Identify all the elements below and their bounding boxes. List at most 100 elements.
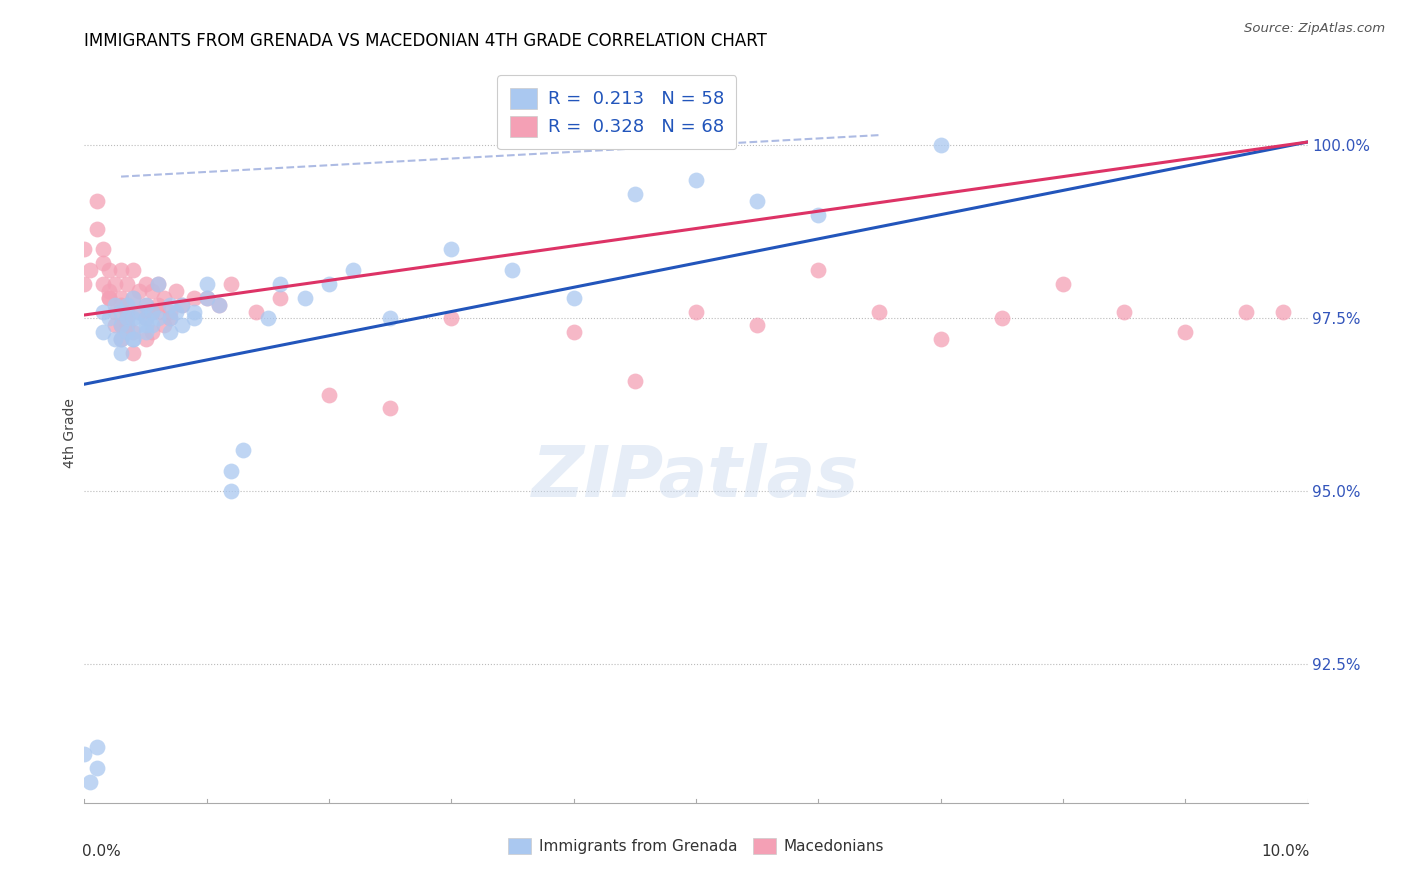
Point (1236, 304, 1258, 318)
Point (104, 318, 127, 333)
Point (257, 311, 280, 326)
Point (115, 311, 138, 326)
Point (195, 291, 218, 305)
Point (97, 291, 120, 305)
Point (195, 277, 218, 291)
Point (110, 332, 132, 346)
Point (135, 318, 157, 333)
Point (624, 186, 647, 201)
Point (135, 326, 157, 340)
Text: IMMIGRANTS FROM GRENADA VS MACEDONIAN 4TH GRADE CORRELATION CHART: IMMIGRANTS FROM GRENADA VS MACEDONIAN 4T… (84, 32, 768, 50)
Point (122, 326, 145, 340)
Point (380, 311, 402, 326)
Point (141, 284, 163, 298)
Point (165, 284, 187, 298)
Point (135, 277, 157, 291)
Point (159, 311, 181, 326)
Point (172, 297, 194, 311)
Point (110, 291, 132, 305)
Point (165, 304, 187, 318)
Point (159, 304, 181, 318)
Point (128, 284, 150, 298)
Point (79, 263, 101, 277)
Point (146, 311, 169, 326)
Point (97, 311, 120, 326)
Point (115, 277, 138, 291)
Point (159, 326, 181, 340)
Point (269, 277, 291, 291)
Point (86, 194, 108, 208)
Point (110, 318, 132, 333)
Point (97, 263, 120, 277)
Point (869, 304, 891, 318)
Point (219, 484, 242, 499)
Point (208, 297, 231, 311)
Point (146, 304, 169, 318)
Point (807, 263, 830, 277)
Point (685, 173, 707, 187)
Point (141, 326, 163, 340)
Point (146, 277, 169, 291)
Point (110, 346, 132, 360)
Point (115, 297, 138, 311)
Point (122, 311, 145, 326)
Point (1114, 304, 1136, 318)
Point (135, 311, 157, 326)
Point (122, 291, 145, 305)
Point (183, 311, 205, 326)
Point (232, 442, 254, 457)
Point (183, 304, 205, 318)
Point (929, 138, 952, 153)
Point (159, 311, 181, 326)
Point (135, 297, 157, 311)
Point (135, 311, 157, 326)
Y-axis label: 4th Grade: 4th Grade (63, 398, 77, 467)
Point (128, 304, 150, 318)
Point (79, 775, 101, 789)
Point (245, 304, 267, 318)
Point (929, 332, 952, 346)
Point (440, 242, 463, 256)
Point (747, 194, 769, 208)
Point (122, 346, 145, 360)
Point (172, 318, 194, 333)
Point (122, 291, 145, 305)
Point (141, 318, 163, 333)
Point (86, 761, 108, 775)
Point (1052, 277, 1074, 291)
Point (104, 297, 127, 311)
Point (128, 318, 150, 333)
Point (318, 387, 340, 401)
Point (122, 332, 145, 346)
Point (183, 291, 205, 305)
Text: Source: ZipAtlas.com: Source: ZipAtlas.com (1244, 22, 1385, 36)
Point (342, 263, 364, 277)
Point (110, 304, 132, 318)
Point (219, 277, 242, 291)
Point (380, 401, 402, 416)
Point (115, 311, 138, 326)
Point (73, 277, 96, 291)
Point (104, 332, 127, 346)
Point (91, 256, 114, 270)
Point (115, 318, 138, 333)
Point (86, 221, 108, 235)
Text: 0.0%: 0.0% (82, 844, 121, 858)
Point (110, 332, 132, 346)
Point (807, 208, 830, 222)
Point (502, 263, 524, 277)
Point (153, 318, 176, 333)
Point (104, 304, 127, 318)
Point (135, 332, 157, 346)
Point (208, 297, 231, 311)
Point (97, 284, 120, 298)
Point (318, 277, 340, 291)
Point (115, 326, 138, 340)
Point (991, 311, 1014, 326)
Point (110, 318, 132, 333)
Point (86, 740, 108, 755)
Point (135, 297, 157, 311)
Point (110, 297, 132, 311)
Point (115, 304, 138, 318)
Point (122, 263, 145, 277)
